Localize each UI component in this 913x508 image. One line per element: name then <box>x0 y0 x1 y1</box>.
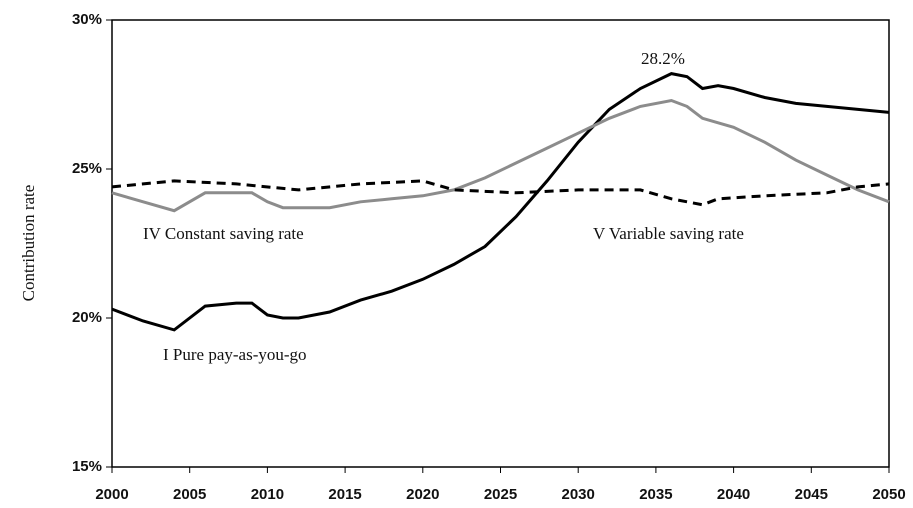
x-tick-label: 2020 <box>406 486 439 503</box>
series-label: I Pure pay-as-you-go <box>163 345 307 364</box>
x-tick-label: 2025 <box>484 486 517 503</box>
series-line <box>111 179 890 207</box>
x-tick-label: 2045 <box>795 486 828 503</box>
series-line <box>111 72 890 332</box>
x-tick-label: 2050 <box>872 486 905 503</box>
y-axis-label: Contribution rate <box>19 185 38 302</box>
y-tick-label: 15% <box>72 458 102 475</box>
series-label: IV Constant saving rate <box>143 224 304 243</box>
y-tick-label: 25% <box>72 160 102 177</box>
x-tick-label: 2040 <box>717 486 750 503</box>
x-tick-label: 2015 <box>328 486 361 503</box>
y-tick-label: 30% <box>72 11 102 28</box>
x-tick-label: 2035 <box>639 486 672 503</box>
series-label: V Variable saving rate <box>593 224 744 243</box>
plot-frame <box>111 19 890 468</box>
x-tick-label: 2010 <box>251 486 284 503</box>
x-tick-label: 2030 <box>562 486 595 503</box>
x-tick-label: 2000 <box>95 486 128 503</box>
y-tick-label: 20% <box>72 309 102 326</box>
annotation: 28.2% <box>641 49 685 68</box>
x-tick-label: 2005 <box>173 486 206 503</box>
series-line <box>111 98 890 213</box>
